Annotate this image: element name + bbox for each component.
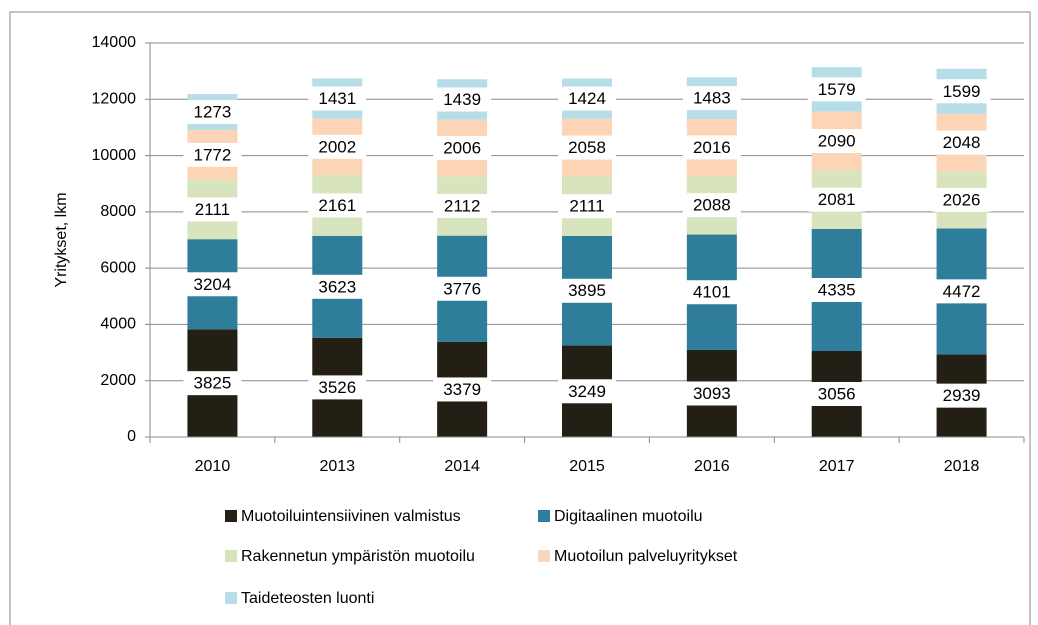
data-label-box <box>558 278 616 303</box>
data-label-box <box>682 86 741 111</box>
y-tick-label: 4000 <box>100 316 136 333</box>
data-label: 3379 <box>443 380 481 399</box>
data-label-box <box>433 377 492 402</box>
data-label: 2111 <box>195 200 230 219</box>
data-label-box <box>807 129 866 154</box>
data-label: 2002 <box>318 137 356 156</box>
data-label-box <box>183 272 242 297</box>
data-label: 2939 <box>943 386 981 405</box>
data-label: 1273 <box>194 102 232 121</box>
x-tick-label: 2016 <box>694 458 730 475</box>
data-label-box <box>932 187 991 212</box>
legend-swatch <box>225 550 237 562</box>
y-axis-label: Yritykset, lkm <box>53 192 70 287</box>
data-label: 3776 <box>443 279 481 298</box>
data-label-box <box>433 276 492 301</box>
data-label: 1483 <box>693 89 731 108</box>
legend-swatch <box>225 510 237 522</box>
data-label-box <box>308 375 367 400</box>
data-label: 3204 <box>194 275 232 294</box>
data-label-box <box>558 135 616 160</box>
x-tick-label: 2018 <box>944 458 980 475</box>
y-tick-label: 2000 <box>100 372 136 389</box>
legend-label: Muotoilun palveluyritykset <box>554 548 738 565</box>
y-tick-label: 8000 <box>100 203 136 220</box>
data-label-box <box>932 130 991 155</box>
data-label-box <box>308 134 367 159</box>
legend-label: Taideteosten luonti <box>241 590 374 607</box>
data-label-box <box>308 193 367 218</box>
data-label: 2111 <box>569 197 604 216</box>
data-label-box <box>558 194 616 219</box>
data-label: 2058 <box>568 138 606 157</box>
data-label-box <box>183 371 242 396</box>
legend-swatch <box>538 550 550 562</box>
x-tick-label: 2014 <box>444 458 480 475</box>
data-label-box <box>682 381 741 406</box>
data-label: 3895 <box>568 281 606 300</box>
data-label: 2048 <box>943 133 981 152</box>
legend-label: Digitaalinen muotoilu <box>554 508 703 525</box>
data-label: 3825 <box>194 374 232 393</box>
data-label: 4472 <box>943 282 981 301</box>
data-label: 2006 <box>443 138 481 157</box>
data-label: 1599 <box>943 82 981 101</box>
chart-frame <box>9 11 1031 625</box>
data-label-box <box>433 193 492 218</box>
data-label: 1772 <box>194 145 232 164</box>
data-label: 1439 <box>443 90 481 109</box>
y-tick-label: 10000 <box>92 147 137 164</box>
data-label-box <box>183 99 242 124</box>
y-tick-label: 0 <box>127 428 136 445</box>
x-tick-label: 2013 <box>319 458 355 475</box>
data-label-box <box>558 86 616 111</box>
data-label-box <box>682 135 741 160</box>
data-label-box <box>433 135 492 160</box>
data-label: 2112 <box>444 196 481 215</box>
data-label: 3249 <box>568 382 606 401</box>
data-label: 2088 <box>693 196 731 215</box>
x-tick-label: 2010 <box>195 458 231 475</box>
data-label: 1579 <box>818 80 856 99</box>
data-label-box <box>932 383 991 408</box>
data-label: 3526 <box>318 378 356 397</box>
x-tick-label: 2015 <box>569 458 605 475</box>
data-label-box <box>807 187 866 212</box>
legend-label: Muotoiluintensiivinen valmistus <box>241 508 461 525</box>
data-label-box <box>183 142 242 167</box>
data-label: 1424 <box>568 89 606 108</box>
data-label-box <box>807 381 866 406</box>
y-tick-label: 6000 <box>100 259 136 276</box>
data-label: 4101 <box>693 283 731 302</box>
data-label-box <box>682 193 741 218</box>
data-label: 2026 <box>943 190 981 209</box>
data-label-box <box>558 379 616 404</box>
data-label-box <box>308 274 367 299</box>
data-label: 2161 <box>318 196 356 215</box>
data-label-box <box>807 277 866 302</box>
data-label: 1431 <box>318 89 356 108</box>
data-label: 2090 <box>818 132 856 151</box>
data-label: 3093 <box>693 384 731 403</box>
data-label-box <box>932 79 991 104</box>
data-label-box <box>433 87 492 112</box>
data-label: 2016 <box>693 138 731 157</box>
data-label-box <box>183 197 242 222</box>
legend-swatch <box>538 510 550 522</box>
data-label-box <box>308 86 367 111</box>
data-label: 4335 <box>818 280 856 299</box>
data-label-box <box>682 280 741 305</box>
x-tick-label: 2017 <box>819 458 855 475</box>
data-label: 3056 <box>818 384 856 403</box>
data-label-box <box>932 279 991 304</box>
data-label: 2081 <box>818 190 856 209</box>
data-label: 3623 <box>318 277 356 296</box>
y-tick-label: 12000 <box>92 91 137 108</box>
legend-swatch <box>225 592 237 604</box>
legend-label: Rakennetun ympäristön muotoilu <box>241 548 475 565</box>
data-label-box <box>807 77 866 102</box>
y-tick-label: 14000 <box>92 34 137 51</box>
